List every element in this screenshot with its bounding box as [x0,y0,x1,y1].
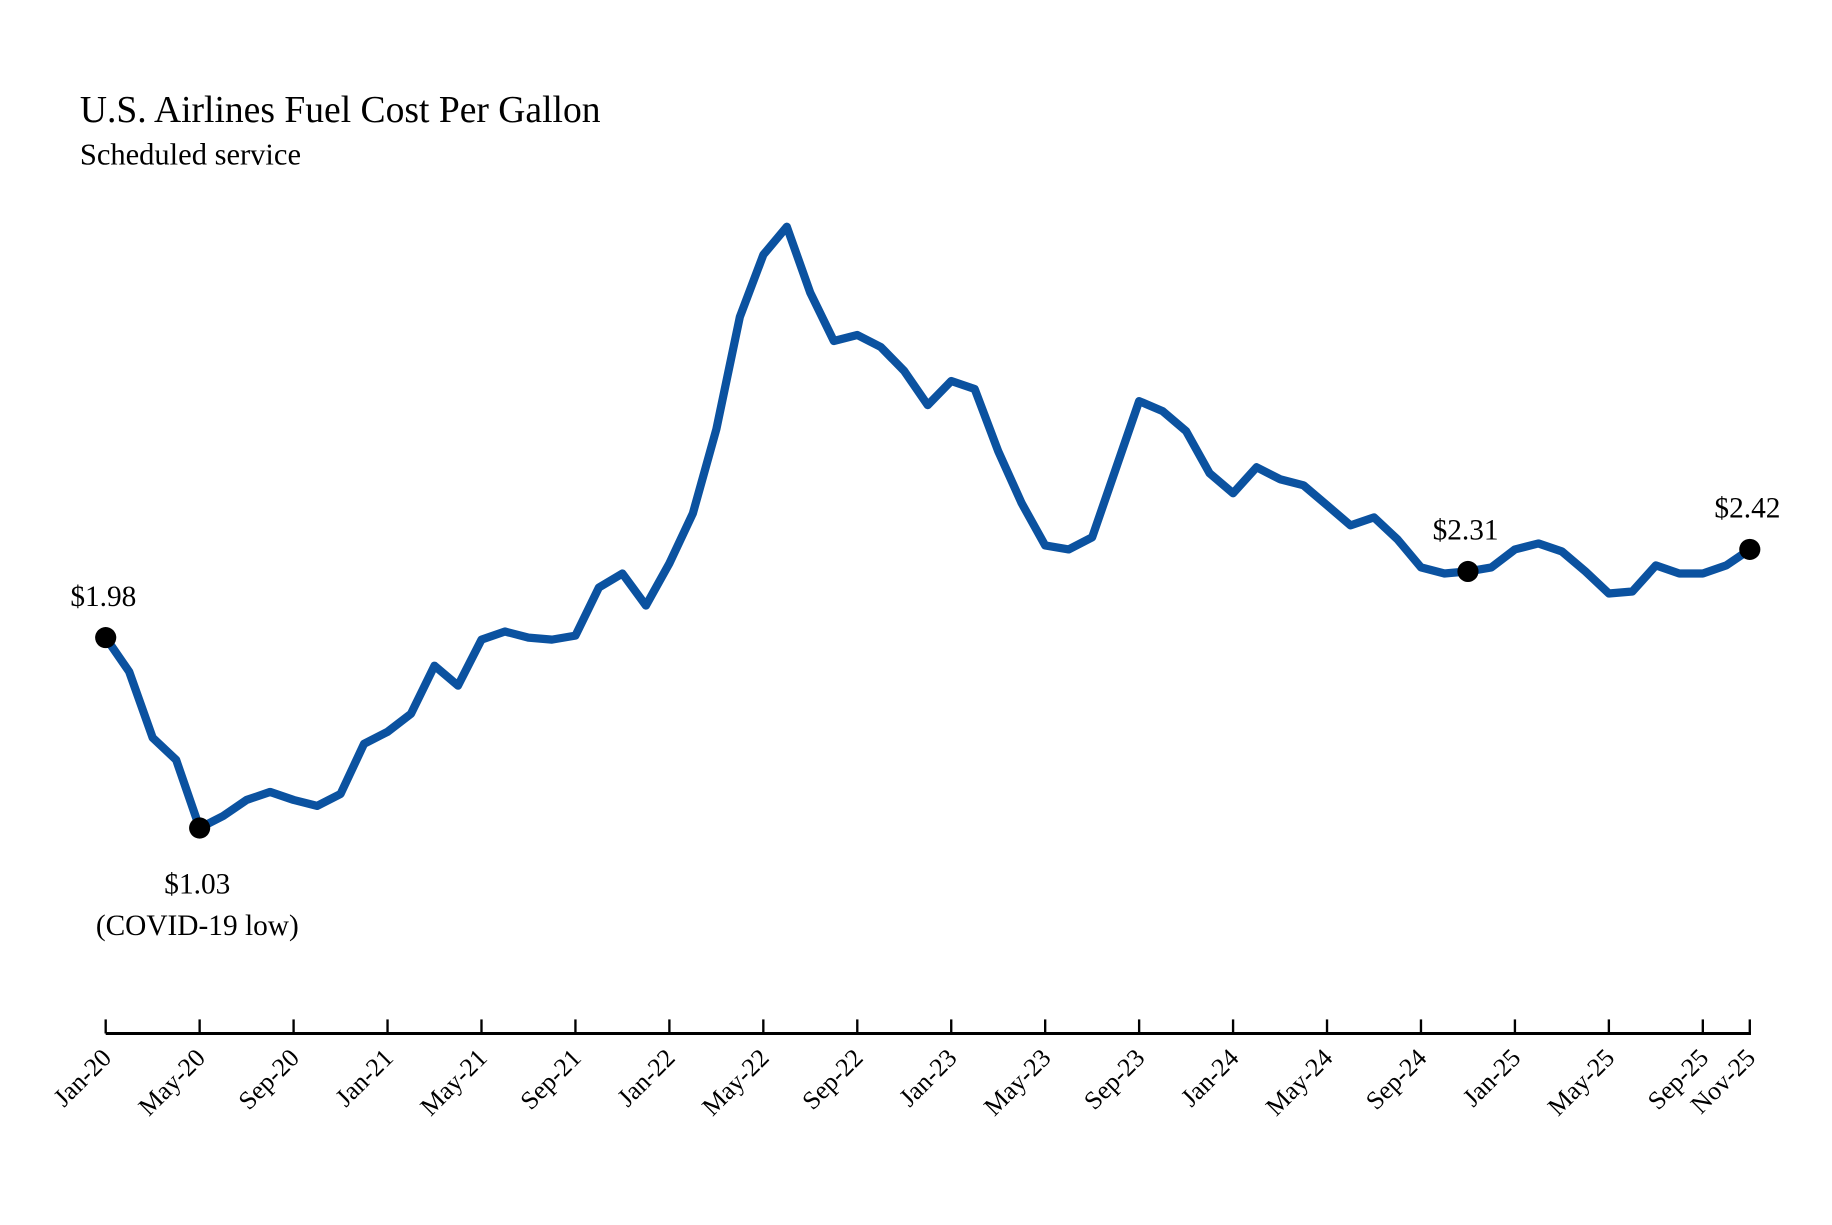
x-tick-label: May-20 [133,1043,211,1121]
x-tick-label: May-24 [1260,1043,1338,1121]
data-point-marker [189,817,211,839]
x-tick-label: Jan-22 [611,1043,680,1112]
x-tick-label: May-25 [1542,1043,1620,1121]
annotation-label: $2.42 [1714,493,1780,525]
x-tick-label: Sep-23 [1078,1043,1150,1115]
series-line [101,222,1754,833]
annotation-label: $1.98 [70,581,136,613]
x-tick-label: May-22 [696,1043,774,1121]
chart-title: U.S. Airlines Fuel Cost Per Gallon [80,90,601,131]
chart-subtitle: Scheduled service [80,137,301,171]
x-tick-label: Jan-25 [1457,1043,1526,1112]
data-point-marker [1739,538,1761,560]
annotation-note: (COVID-19 low) [96,910,299,942]
x-tick-label: Sep-24 [1360,1043,1432,1115]
x-tick-label: May-21 [414,1043,492,1121]
x-tick-label: Jan-23 [893,1043,962,1112]
annotation-label: $2.31 [1433,515,1499,547]
x-tick-label: Jan-24 [1175,1043,1244,1112]
data-point-marker [1457,560,1479,583]
data-point-marker [95,627,117,649]
x-tick-label: Jan-21 [330,1043,399,1112]
x-tick-label: Sep-22 [796,1043,868,1115]
x-tick-label: Jan-20 [48,1043,117,1112]
x-tick-label: May-23 [978,1043,1056,1121]
x-tick-label: Sep-20 [233,1043,305,1115]
x-tick-label: Sep-21 [514,1043,586,1115]
annotation-label: $1.03 [164,869,230,901]
